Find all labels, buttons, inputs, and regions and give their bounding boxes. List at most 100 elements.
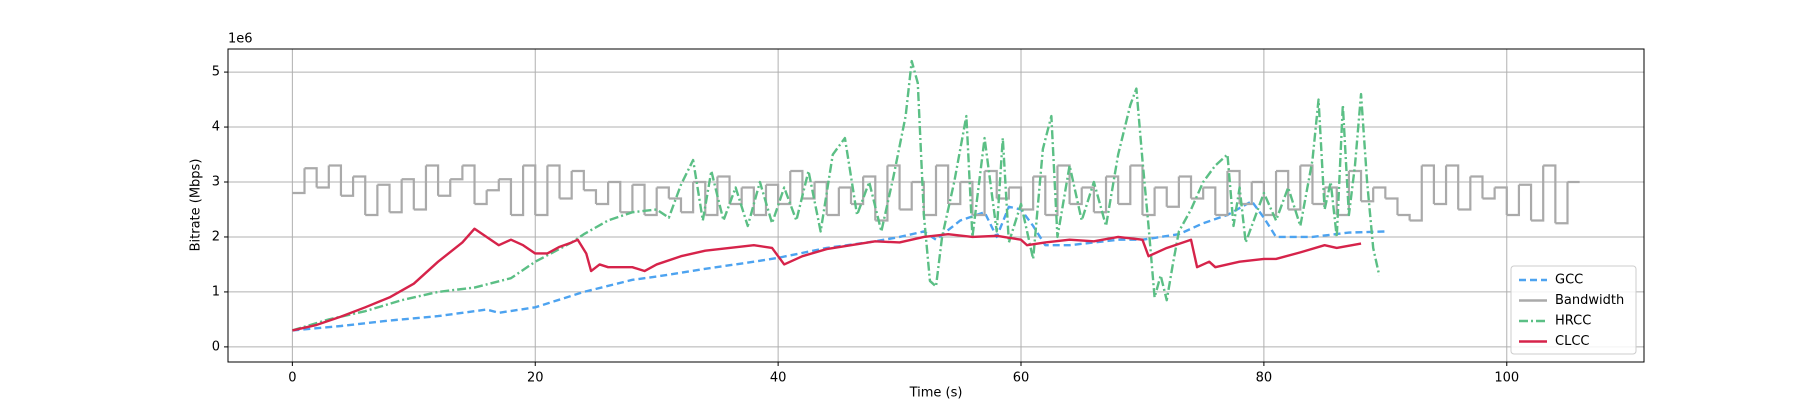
bandwidth-step — [1409, 165, 1423, 222]
bandwidth-step — [413, 165, 428, 211]
legend-label: Bandwidth — [1555, 293, 1624, 308]
bandwidth-step — [1118, 165, 1132, 206]
bandwidth-step — [608, 180, 622, 213]
series-line — [292, 227, 1362, 332]
bandwidth-step — [814, 180, 828, 215]
x-tick-label: 20 — [527, 371, 544, 386]
bandwidth-step — [1130, 164, 1144, 215]
bandwidth-step — [328, 164, 343, 196]
bandwidth-step — [1421, 164, 1436, 204]
bandwidth-step — [1033, 175, 1047, 215]
bandwidth-step — [559, 171, 573, 200]
axes-frame — [227, 48, 1645, 363]
y-tick-label: 5 — [212, 65, 220, 80]
x-tick-label: 40 — [770, 371, 787, 386]
y-tick-label: 2 — [212, 229, 220, 244]
bandwidth-step — [510, 165, 525, 217]
bandwidth-step — [1154, 186, 1168, 207]
bandwidth-step — [1373, 186, 1387, 199]
bandwidth-step — [1142, 187, 1156, 217]
bandwidth-step — [802, 182, 816, 200]
x-axis-label: Time (s) — [909, 386, 963, 400]
y-tick-label: 4 — [212, 120, 220, 135]
bandwidth-step — [1276, 169, 1290, 210]
bandwidth-step — [936, 164, 950, 204]
bandwidth-step — [1518, 183, 1533, 221]
bandwidth-step — [425, 164, 440, 196]
bandwidth-step — [389, 179, 403, 214]
bandwidth-step — [595, 182, 610, 206]
bandwidth-step — [741, 186, 755, 215]
bandwidth-step — [1215, 171, 1229, 217]
bandwidth-step — [899, 182, 913, 211]
bandwidth-step — [450, 165, 464, 181]
bandwidth-step — [340, 176, 355, 197]
x-tick-label: 100 — [1494, 371, 1519, 386]
bandwidth-step — [1348, 169, 1363, 202]
bandwidth-step — [705, 176, 719, 217]
bandwidth-step — [656, 186, 670, 199]
x-tick-label: 60 — [1013, 371, 1030, 386]
bandwidth-step — [1069, 187, 1083, 206]
series-line — [292, 59, 1381, 332]
bandwidth-step — [1288, 165, 1302, 211]
bandwidth-step — [292, 168, 306, 195]
bandwidth-step — [790, 169, 804, 199]
bandwidth-step — [778, 171, 792, 206]
bandwidth-step — [1093, 176, 1108, 214]
bandwidth-step — [1433, 165, 1448, 206]
bandwidth-step — [462, 164, 476, 204]
bandwidth-step — [1263, 171, 1278, 217]
plot-area — [292, 59, 1580, 332]
bandwidth-step — [1531, 165, 1545, 222]
bandwidth-step — [1446, 164, 1460, 210]
bandwidth-step — [972, 171, 986, 217]
bandwidth-step — [1166, 176, 1180, 208]
bandwidth-step — [377, 183, 391, 213]
bandwidth-step — [826, 187, 840, 217]
bandwidth-step — [365, 184, 379, 217]
bandwidth-step — [753, 184, 768, 217]
legend-label: HRCC — [1555, 314, 1591, 329]
x-tick-label: 80 — [1256, 371, 1273, 386]
bandwidth-step — [948, 182, 962, 206]
bandwidth-step — [1482, 187, 1496, 200]
bandwidth-step — [838, 186, 853, 204]
bandwidth-step — [1203, 186, 1217, 215]
bandwidth-step — [887, 164, 901, 210]
bandwidth-step — [353, 175, 367, 215]
bandwidth-step — [1458, 176, 1472, 211]
bandwidth-step — [644, 187, 658, 217]
bandwidth-step — [1555, 182, 1569, 225]
bandwidth-step — [316, 165, 330, 189]
bandwidth-step — [1021, 176, 1035, 211]
bandwidth-step — [1494, 186, 1508, 215]
bandwidth-step — [632, 183, 646, 215]
bandwidth-step — [1397, 213, 1411, 221]
bandwidth-step — [486, 179, 500, 192]
bandwidth-step — [911, 180, 925, 215]
bandwidth-step — [1239, 182, 1253, 206]
bandwidth-step — [535, 165, 549, 217]
legend-label: CLCC — [1555, 334, 1589, 349]
bandwidth-step — [1191, 187, 1205, 200]
legend-label: GCC — [1555, 273, 1583, 288]
bandwidth-step — [401, 178, 415, 210]
bandwidth-step — [1506, 184, 1521, 217]
bandwidth-step — [717, 175, 731, 204]
y-tick-label: 0 — [212, 339, 220, 354]
bandwidth-step — [1057, 164, 1071, 204]
bandwidth-step — [523, 164, 537, 215]
y-axis-label: Bitrate (Mbps) — [189, 159, 204, 252]
bandwidth-step — [1251, 180, 1265, 215]
bandwidth-step — [693, 180, 707, 215]
bandwidth-step — [474, 190, 488, 206]
bandwidth-step — [680, 182, 695, 214]
bandwidth-step — [1470, 175, 1484, 199]
bandwidth-step — [1361, 187, 1375, 203]
bandwidth-step — [1008, 186, 1023, 210]
bandwidth-step — [1385, 197, 1399, 215]
bandwidth-step — [438, 179, 452, 197]
